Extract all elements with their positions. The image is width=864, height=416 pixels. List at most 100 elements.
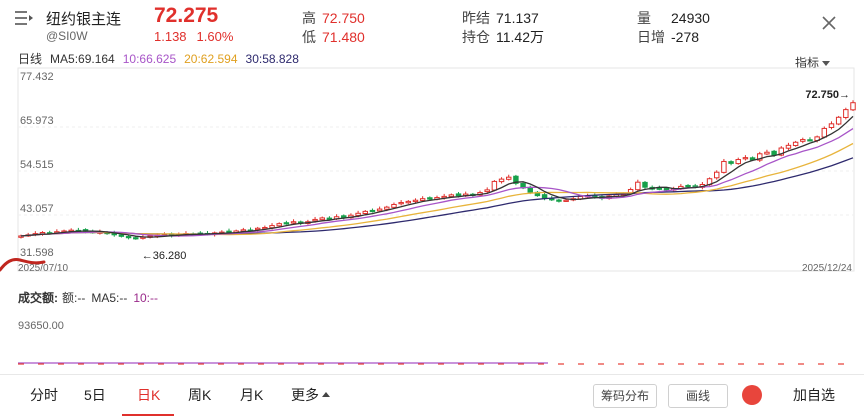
candle-body (771, 150, 777, 156)
volume-value: 24930 (671, 10, 710, 26)
candle-body (742, 157, 749, 160)
candle-body (376, 208, 383, 212)
y-tick-label: 65.973 (20, 115, 54, 127)
ma-legend: 日线 MA5:69.164 10:66.625 20:62.594 30:58.828 (18, 50, 307, 67)
oi-change-stat: 日增 -278 (637, 27, 699, 47)
low-label: 低 (302, 29, 316, 45)
candle-body (384, 206, 390, 210)
add-watchlist-button[interactable]: 加自选 (793, 387, 835, 403)
open-interest-label: 持仓 (462, 29, 490, 45)
prev-settle-stat: 昨结 71.137 (462, 8, 539, 28)
candle-body (556, 199, 562, 202)
y-tick-label: 54.515 (20, 159, 54, 171)
tab-week-k[interactable]: 周K (188, 387, 212, 403)
last-price: 72.275 (154, 4, 219, 27)
change-value: 1.138 (154, 29, 187, 44)
ma5-line (20, 115, 854, 238)
candle-body (369, 209, 376, 213)
candle-body (663, 188, 670, 191)
candle-body (326, 217, 333, 220)
candle-body (441, 195, 447, 199)
candle-body (312, 218, 318, 222)
candle-body (835, 116, 842, 125)
candle-body (764, 151, 770, 155)
candle-body (828, 123, 835, 128)
volume-ma5: MA5:-- (91, 291, 128, 305)
candle-body (721, 160, 727, 173)
candle-body (262, 227, 268, 230)
ma20-line (20, 142, 854, 237)
y-tick-label: 31.598 (20, 247, 54, 259)
candle-body (391, 203, 397, 208)
volume-chart[interactable] (0, 283, 864, 373)
volume-ma10: 10:-- (133, 291, 159, 305)
candle-body (728, 161, 734, 164)
volume-axis-label: 93650.00 (18, 320, 64, 332)
low-stat: 低 71.480 (302, 27, 365, 47)
ma10-label: 10:66.625 (122, 52, 177, 66)
menu-icon[interactable] (14, 10, 34, 26)
instrument-name: 纽约银主连 (46, 11, 122, 28)
y-tick-label: 77.432 (20, 71, 54, 83)
candle-body (448, 194, 455, 198)
max-price-label: 72.750→ (805, 89, 850, 101)
candle-body (491, 180, 498, 191)
volume-amount: 额:-- (62, 291, 86, 305)
close-icon[interactable] (820, 14, 838, 32)
candle-body (527, 187, 533, 193)
candle-body (118, 234, 125, 237)
tab-more[interactable]: 更多 (291, 385, 330, 405)
candle-body (355, 212, 361, 216)
x-end-label: 2025/12/24 (802, 263, 852, 274)
chip-distribution-button[interactable]: 筹码分布 (593, 384, 657, 408)
candle-body (506, 176, 512, 180)
chart-frame (17, 67, 855, 272)
candle-body (792, 141, 799, 147)
high-stat: 高 72.750 (302, 8, 365, 28)
candle-body (785, 144, 792, 149)
candlestick-chart[interactable]: 77.432 65.973 54.515 43.057 31.598 2025/07/10… (0, 66, 864, 280)
candle-body (735, 159, 741, 165)
ma30-label: 30:58.828 (245, 52, 299, 66)
period-tabs: 分时 5日 日K 周K 月K 更多 筹码分布 画线 加自选 (0, 374, 864, 416)
candle-body (807, 139, 813, 142)
prev-settle-label: 昨结 (462, 10, 490, 26)
min-price-label: ←36.280 (142, 250, 187, 262)
candle-body (398, 202, 404, 205)
candle-body (778, 147, 784, 156)
candle-body (283, 222, 290, 225)
tab-day-k[interactable]: 日K (137, 387, 161, 403)
tab-fenshi[interactable]: 分时 (30, 387, 58, 403)
price-change: 1.138 1.60% (154, 29, 233, 44)
candle-body (498, 178, 505, 183)
candle-body (455, 193, 462, 197)
candle-body (427, 197, 433, 200)
candle-body (850, 102, 856, 111)
candle-body (513, 175, 519, 184)
candle-body (800, 139, 806, 142)
tab-5day[interactable]: 5日 (84, 387, 106, 403)
volume-stat: 量 24930 (637, 8, 710, 28)
draw-line-button[interactable]: 画线 (668, 384, 728, 408)
candle-body (642, 181, 648, 188)
tab-more-label: 更多 (291, 387, 319, 403)
low-value: 71.480 (322, 29, 365, 45)
indicator-button[interactable]: 指标 (795, 54, 830, 71)
candle-body (541, 194, 548, 199)
caret-up-icon (322, 391, 330, 397)
x-start-label: 2025/07/10 (18, 263, 68, 274)
candle-body (125, 236, 132, 239)
period-label: 日线 (18, 52, 43, 66)
candle-body (133, 237, 139, 240)
candle-body (319, 217, 325, 221)
record-icon[interactable] (742, 385, 762, 405)
candle-body (290, 221, 297, 224)
candle-body (821, 127, 828, 138)
y-tick-label: 43.057 (20, 203, 54, 215)
open-interest-value: 11.42万 (496, 29, 544, 45)
candle-body (563, 199, 569, 202)
candle-body (843, 109, 849, 118)
tab-month-k[interactable]: 月K (240, 387, 264, 403)
candle-body (254, 227, 261, 231)
open-interest-stat: 持仓 11.42万 (462, 27, 544, 47)
